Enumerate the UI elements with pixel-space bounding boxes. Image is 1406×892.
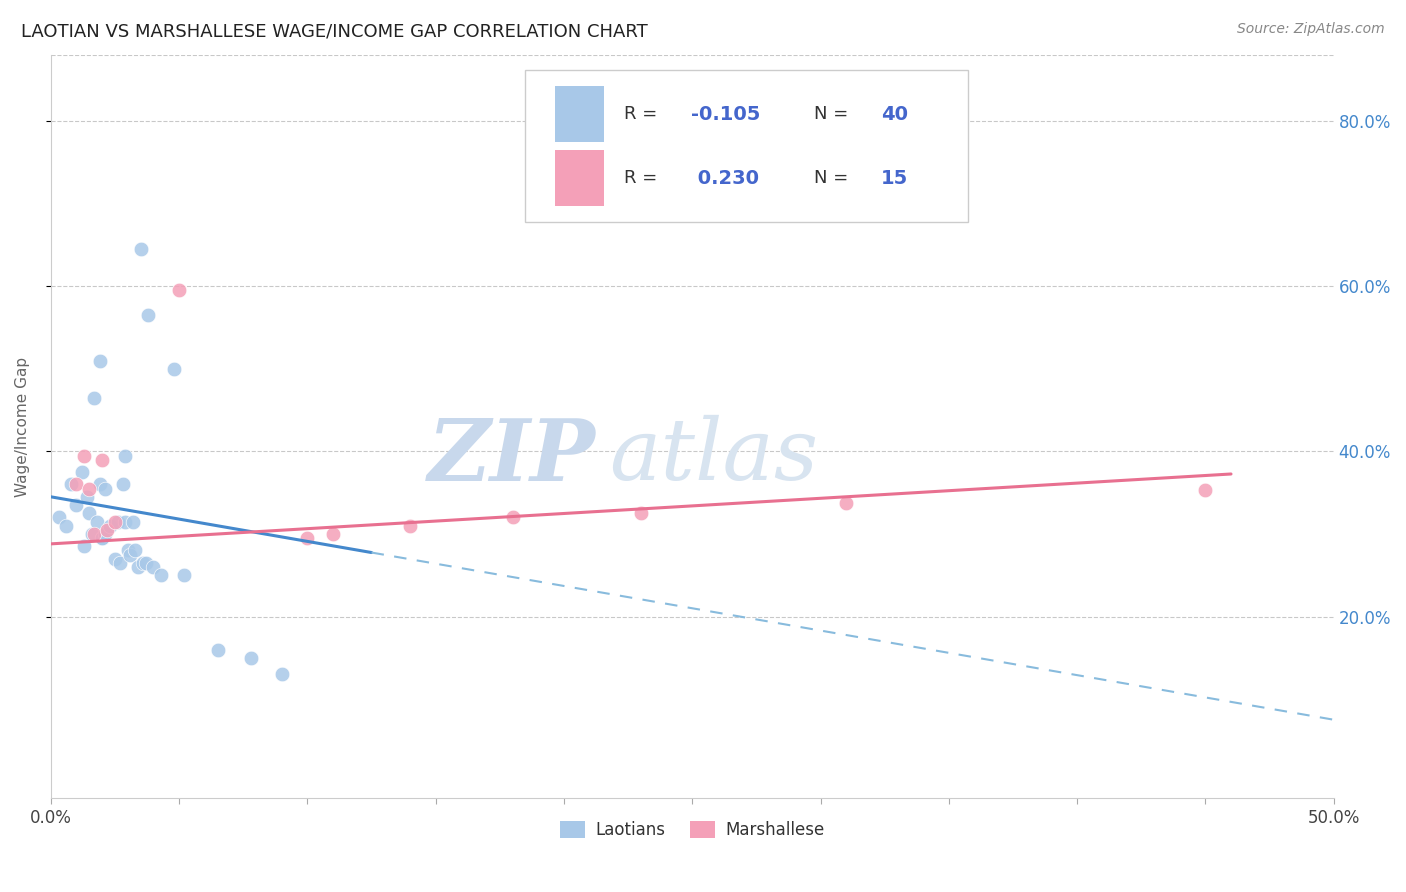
Point [48, 510, 70, 524]
Point [117, 543, 139, 558]
Point [65, 498, 87, 512]
Text: 0.230: 0.230 [690, 169, 759, 187]
Text: R =: R = [624, 169, 664, 187]
Text: ZIP: ZIP [429, 415, 596, 498]
Point [129, 242, 152, 256]
Point [835, 495, 858, 509]
Point [96, 523, 118, 537]
Point [114, 449, 136, 463]
Point [76, 490, 98, 504]
Point [322, 527, 344, 541]
Text: N =: N = [814, 105, 853, 123]
Point [142, 560, 165, 574]
Text: 40: 40 [880, 104, 908, 124]
Point [83, 391, 105, 405]
Point [80, 527, 103, 541]
Point [502, 510, 524, 524]
Text: -0.105: -0.105 [690, 104, 761, 124]
Point [167, 284, 190, 298]
Point [163, 362, 186, 376]
Y-axis label: Wage/Income Gap: Wage/Income Gap [15, 357, 30, 497]
Point [150, 568, 173, 582]
Text: 15: 15 [880, 169, 908, 187]
Point [270, 667, 292, 681]
Point [86, 515, 108, 529]
Point [73, 539, 96, 553]
Point [93, 527, 115, 541]
Point [83, 527, 105, 541]
Text: R =: R = [624, 105, 664, 123]
Point [111, 477, 134, 491]
Point [70, 465, 93, 479]
FancyBboxPatch shape [526, 70, 969, 222]
FancyBboxPatch shape [555, 87, 603, 142]
Point [114, 515, 136, 529]
Text: atlas: atlas [609, 415, 818, 498]
Point [93, 482, 115, 496]
Point [1194, 483, 1216, 498]
Point [297, 531, 319, 545]
Point [136, 308, 159, 322]
Point [107, 515, 129, 529]
Point [60, 477, 83, 491]
Point [173, 568, 195, 582]
Text: Source: ZipAtlas.com: Source: ZipAtlas.com [1237, 22, 1385, 37]
Point [55, 518, 77, 533]
Point [108, 556, 131, 570]
Point [399, 518, 422, 533]
Point [207, 642, 229, 657]
FancyBboxPatch shape [555, 150, 603, 206]
Point [91, 452, 114, 467]
Point [73, 449, 96, 463]
Point [132, 556, 155, 570]
Point [89, 477, 111, 491]
Point [91, 531, 114, 545]
Point [120, 548, 142, 562]
Point [239, 650, 262, 665]
Point [104, 551, 127, 566]
Point [79, 506, 101, 520]
Point [79, 482, 101, 496]
Point [65, 477, 87, 491]
Point [124, 543, 146, 558]
Point [122, 515, 145, 529]
Text: N =: N = [814, 169, 853, 187]
Text: LAOTIAN VS MARSHALLESE WAGE/INCOME GAP CORRELATION CHART: LAOTIAN VS MARSHALLESE WAGE/INCOME GAP C… [21, 22, 648, 40]
Point [91, 531, 114, 545]
Point [104, 515, 127, 529]
Point [98, 518, 121, 533]
Point [630, 506, 652, 520]
Point [135, 556, 157, 570]
Point [127, 560, 149, 574]
Point [89, 353, 111, 368]
Legend: Laotians, Marshallese: Laotians, Marshallese [554, 814, 831, 846]
